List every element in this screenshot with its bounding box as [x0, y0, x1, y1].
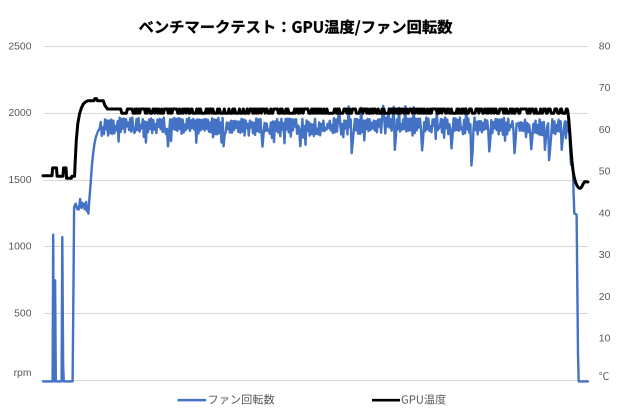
svg-text:rpm: rpm — [14, 368, 32, 379]
svg-text:70: 70 — [599, 83, 611, 94]
svg-text:1000: 1000 — [8, 242, 31, 253]
svg-text:60: 60 — [599, 125, 611, 136]
svg-text:1500: 1500 — [8, 175, 31, 186]
svg-text:50: 50 — [599, 167, 611, 178]
svg-text:500: 500 — [14, 309, 32, 320]
svg-text:2000: 2000 — [8, 108, 31, 119]
svg-text:40: 40 — [599, 208, 611, 219]
svg-text:80: 80 — [599, 41, 611, 52]
svg-text:30: 30 — [599, 250, 611, 261]
svg-text:10: 10 — [599, 334, 611, 345]
svg-text:2500: 2500 — [8, 41, 31, 52]
svg-text:20: 20 — [599, 292, 611, 303]
